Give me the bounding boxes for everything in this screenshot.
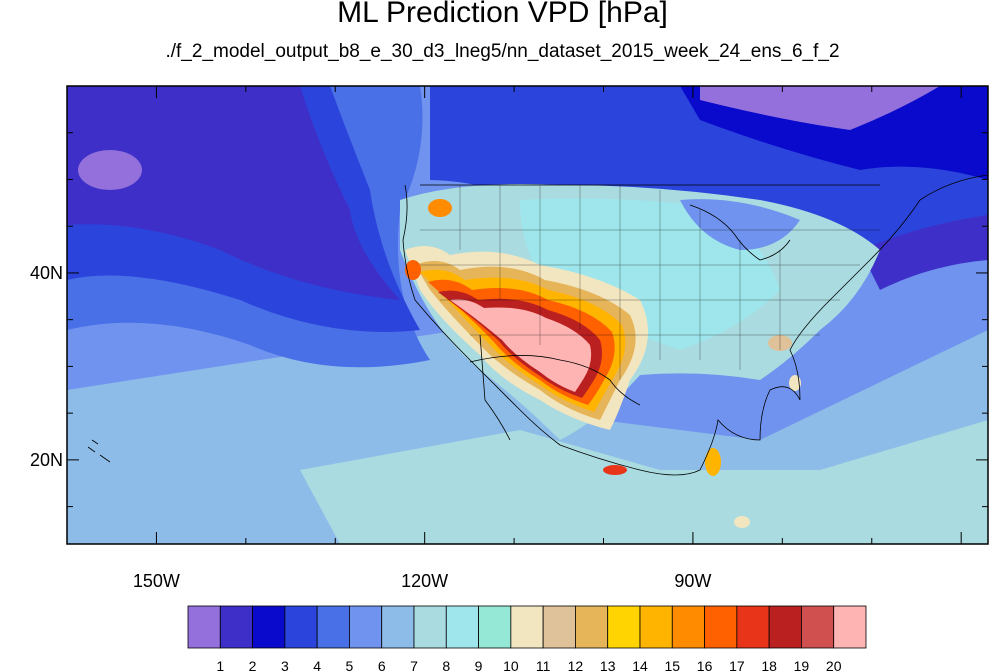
vpd-spot-yucatan bbox=[705, 448, 721, 476]
coastlines bbox=[87, 174, 988, 476]
colorbar-swatch bbox=[768, 605, 802, 649]
vpd-spot-central-america bbox=[734, 516, 750, 528]
colorbar-label: 9 bbox=[475, 658, 483, 672]
shade-region-great-lakes bbox=[680, 199, 800, 250]
lon-label: 90W bbox=[674, 571, 712, 591]
colorbar-swatch bbox=[252, 605, 286, 649]
colorbar-label: 2 bbox=[249, 658, 257, 672]
map-ticks bbox=[66, 85, 988, 544]
colorbar-label: 6 bbox=[378, 658, 386, 672]
map-subtitle: ./f_2_model_output_b8_e_30_d3_lneg5/nn_d… bbox=[165, 41, 840, 62]
colorbar-label: 8 bbox=[442, 658, 450, 672]
lon-label: 150W bbox=[132, 571, 180, 591]
vpd-layer-20 bbox=[450, 299, 592, 392]
shade-region-south-light bbox=[300, 420, 988, 544]
colorbar-swatch bbox=[413, 605, 447, 649]
colorbar-swatch bbox=[736, 605, 770, 649]
lon-label: 120W bbox=[401, 571, 449, 591]
colorbar-swatch bbox=[575, 605, 609, 649]
colorbar-swatch bbox=[478, 605, 512, 649]
colorbar-label: 15 bbox=[664, 658, 680, 672]
colorbar-swatch bbox=[801, 605, 835, 649]
map-title: ML Prediction VPD [hPa] bbox=[337, 0, 668, 29]
vpd-spot-california bbox=[405, 260, 421, 280]
colorbar-label: 11 bbox=[536, 658, 551, 672]
shade-spot-north bbox=[700, 86, 940, 130]
colorbar-label: 17 bbox=[729, 658, 745, 672]
vpd-spot-mexico bbox=[603, 465, 627, 475]
shade-region-pacific-darker bbox=[67, 86, 400, 300]
colorbar-label: 1 bbox=[216, 658, 224, 672]
map-frame bbox=[66, 85, 989, 545]
colorbar-label: 4 bbox=[313, 658, 321, 672]
colorbar-swatch bbox=[671, 605, 705, 649]
shade-spot-pacific bbox=[78, 150, 142, 190]
colorbar-swatch bbox=[219, 605, 253, 649]
colorbar-label: 16 bbox=[697, 658, 713, 672]
state-borders bbox=[420, 185, 880, 380]
colorbar-swatch bbox=[187, 605, 221, 649]
colorbar-swatch bbox=[510, 605, 544, 649]
colorbar-label: 20 bbox=[826, 658, 842, 672]
colorbar-label: 18 bbox=[761, 658, 777, 672]
colorbar-swatch bbox=[607, 605, 641, 649]
vpd-spot-northwest bbox=[428, 199, 452, 217]
lat-label: 20N bbox=[29, 449, 63, 470]
colorbar-label: 14 bbox=[632, 658, 648, 672]
colorbar-swatch bbox=[349, 605, 383, 649]
colorbar-swatch bbox=[833, 605, 867, 649]
lat-label: 40N bbox=[29, 262, 63, 283]
colorbar-label: 7 bbox=[410, 658, 418, 672]
colorbar-label: 10 bbox=[503, 658, 519, 672]
colorbar-swatch bbox=[445, 605, 479, 649]
colorbar-label: 19 bbox=[794, 658, 810, 672]
colorbar-swatch bbox=[542, 605, 576, 649]
vpd-spot-florida bbox=[789, 375, 801, 391]
colorbar-label: 3 bbox=[281, 658, 289, 672]
colorbar-swatch bbox=[316, 605, 350, 649]
colorbar-label: 12 bbox=[568, 658, 584, 672]
colorbar-swatch bbox=[639, 605, 673, 649]
colorbar-label: 13 bbox=[600, 658, 616, 672]
colorbar-swatch bbox=[284, 605, 318, 649]
colorbar-swatch bbox=[381, 605, 415, 649]
colorbar-swatch bbox=[704, 605, 738, 649]
shade-region-east bbox=[860, 215, 988, 290]
colorbar-label: 5 bbox=[346, 658, 354, 672]
